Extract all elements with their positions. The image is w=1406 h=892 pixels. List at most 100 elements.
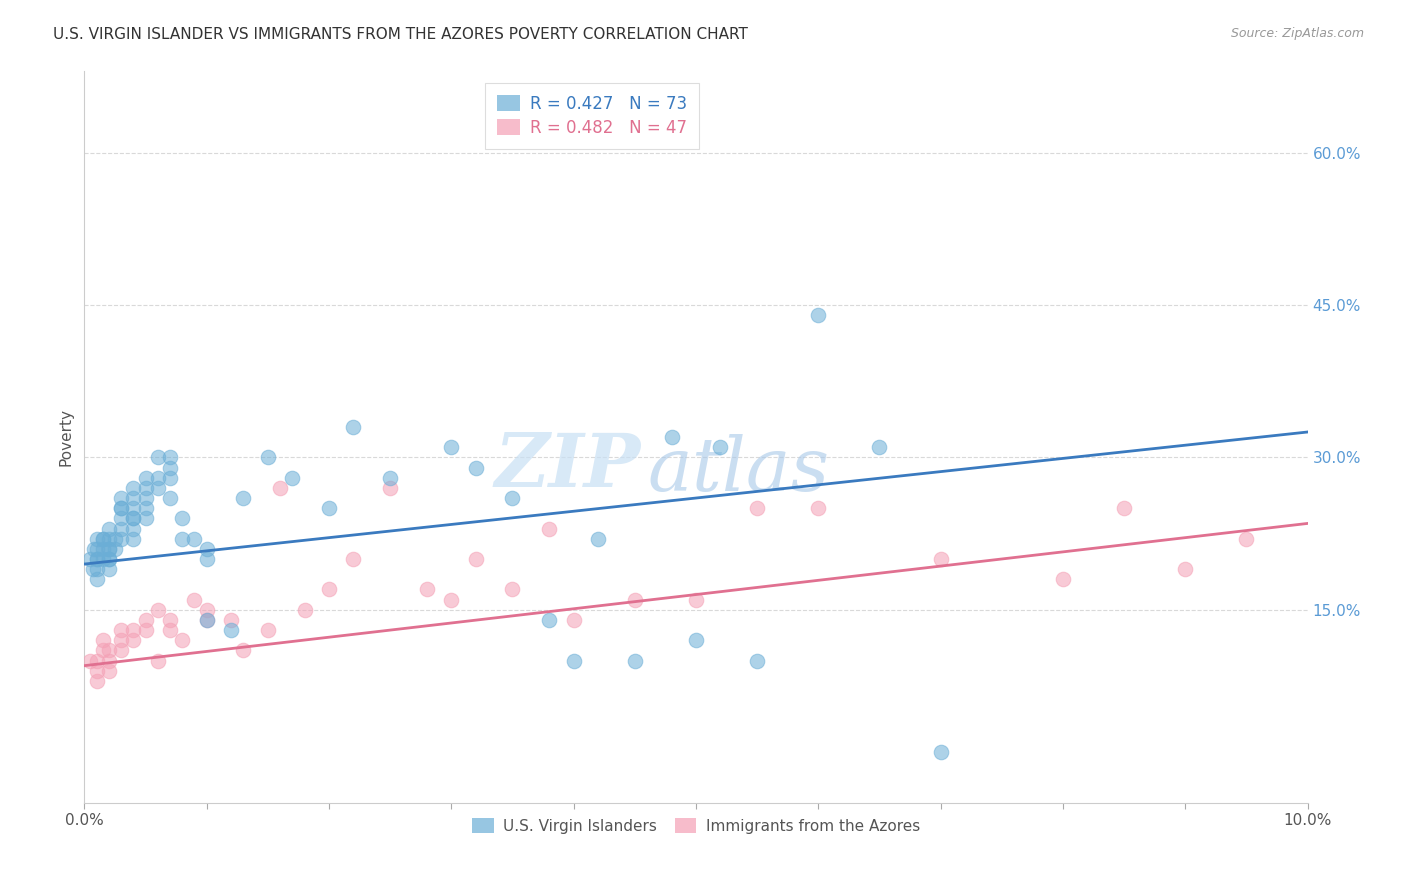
- Point: [86, 532, 108, 546]
- Point: [110, 511, 132, 525]
- Point: [122, 511, 145, 525]
- Point: [86, 562, 108, 576]
- Point: [122, 481, 145, 495]
- Point: [159, 460, 181, 475]
- Point: [146, 654, 169, 668]
- Point: [318, 501, 340, 516]
- Point: [146, 450, 169, 465]
- Point: [440, 440, 463, 454]
- Point: [159, 623, 181, 637]
- Point: [135, 471, 157, 485]
- Point: [91, 633, 114, 648]
- Point: [86, 552, 108, 566]
- Point: [195, 613, 218, 627]
- Text: U.S. VIRGIN ISLANDER VS IMMIGRANTS FROM THE AZORES POVERTY CORRELATION CHART: U.S. VIRGIN ISLANDER VS IMMIGRANTS FROM …: [53, 27, 748, 42]
- Point: [104, 541, 127, 556]
- Point: [110, 623, 132, 637]
- Point: [380, 481, 402, 495]
- Point: [624, 592, 647, 607]
- Point: [709, 440, 731, 454]
- Point: [232, 491, 254, 505]
- Point: [195, 613, 218, 627]
- Point: [86, 673, 108, 688]
- Point: [97, 541, 120, 556]
- Point: [122, 511, 145, 525]
- Point: [464, 460, 486, 475]
- Point: [380, 471, 402, 485]
- Point: [97, 552, 120, 566]
- Point: [195, 541, 218, 556]
- Point: [269, 481, 291, 495]
- Point: [929, 552, 952, 566]
- Point: [281, 471, 304, 485]
- Point: [135, 491, 157, 505]
- Point: [86, 552, 108, 566]
- Point: [97, 643, 120, 657]
- Point: [1236, 532, 1258, 546]
- Point: [172, 511, 194, 525]
- Point: [685, 592, 707, 607]
- Legend: U.S. Virgin Islanders, Immigrants from the Azores: U.S. Virgin Islanders, Immigrants from t…: [463, 809, 929, 843]
- Point: [135, 623, 157, 637]
- Point: [294, 603, 316, 617]
- Point: [135, 613, 157, 627]
- Y-axis label: Poverty: Poverty: [58, 408, 73, 467]
- Point: [747, 654, 769, 668]
- Point: [83, 541, 105, 556]
- Point: [122, 532, 145, 546]
- Point: [747, 501, 769, 516]
- Point: [538, 613, 561, 627]
- Point: [97, 521, 120, 535]
- Point: [562, 613, 585, 627]
- Point: [110, 501, 132, 516]
- Point: [183, 592, 205, 607]
- Point: [318, 582, 340, 597]
- Point: [464, 552, 486, 566]
- Point: [97, 532, 120, 546]
- Point: [91, 532, 114, 546]
- Point: [502, 491, 524, 505]
- Point: [97, 664, 120, 678]
- Point: [79, 552, 101, 566]
- Point: [929, 745, 952, 759]
- Point: [110, 491, 132, 505]
- Point: [219, 623, 242, 637]
- Point: [1174, 562, 1197, 576]
- Point: [586, 532, 609, 546]
- Point: [172, 633, 194, 648]
- Point: [624, 654, 647, 668]
- Point: [110, 633, 132, 648]
- Point: [159, 450, 181, 465]
- Point: [86, 664, 108, 678]
- Point: [440, 592, 463, 607]
- Point: [159, 471, 181, 485]
- Point: [86, 654, 108, 668]
- Point: [538, 521, 561, 535]
- Point: [257, 623, 280, 637]
- Point: [416, 582, 439, 597]
- Point: [257, 450, 280, 465]
- Point: [86, 541, 108, 556]
- Point: [110, 501, 132, 516]
- Point: [562, 654, 585, 668]
- Point: [110, 532, 132, 546]
- Point: [685, 633, 707, 648]
- Point: [807, 501, 830, 516]
- Point: [159, 613, 181, 627]
- Point: [91, 643, 114, 657]
- Point: [110, 643, 132, 657]
- Point: [122, 521, 145, 535]
- Point: [135, 501, 157, 516]
- Point: [195, 603, 218, 617]
- Point: [232, 643, 254, 657]
- Point: [159, 491, 181, 505]
- Point: [342, 420, 364, 434]
- Point: [91, 541, 114, 556]
- Point: [135, 511, 157, 525]
- Point: [1052, 572, 1074, 586]
- Point: [122, 623, 145, 637]
- Point: [86, 572, 108, 586]
- Text: atlas: atlas: [647, 434, 830, 507]
- Point: [110, 521, 132, 535]
- Point: [91, 532, 114, 546]
